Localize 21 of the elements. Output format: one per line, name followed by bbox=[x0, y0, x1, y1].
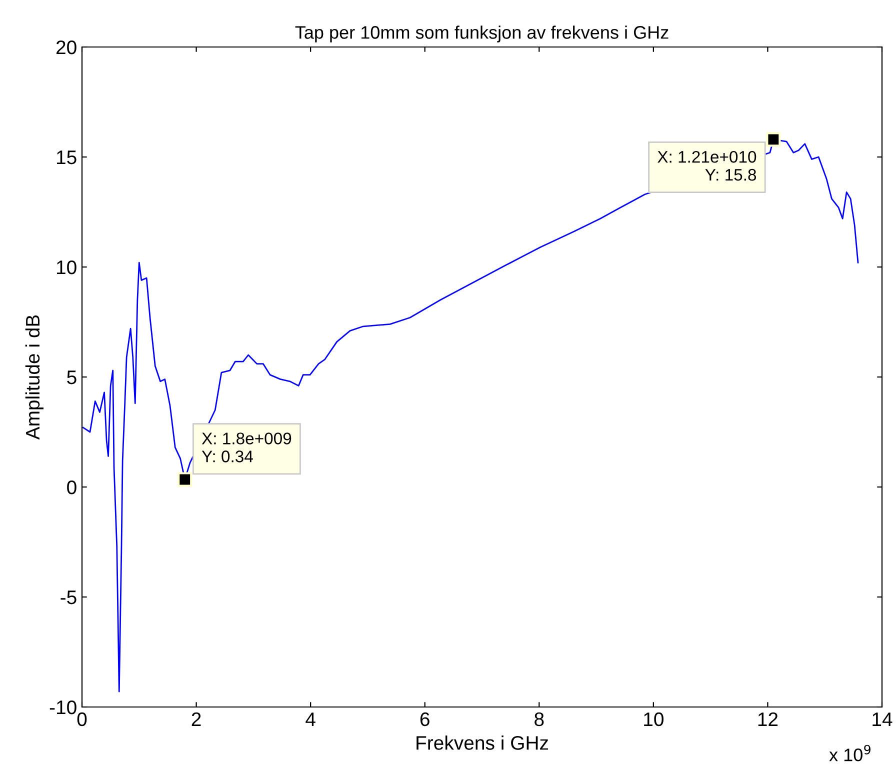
x-tick-label: 12 bbox=[758, 712, 778, 726]
x-tick-label: 8 bbox=[534, 712, 544, 726]
x-axis-title: Frekvens i GHz bbox=[416, 736, 548, 750]
y-tick-label: -5 bbox=[60, 590, 76, 604]
y-tick-label: -10 bbox=[50, 700, 76, 714]
annotation: X: 1.21e+010 Y: 15.8 bbox=[658, 150, 756, 181]
y-tick-label: 0 bbox=[67, 480, 76, 494]
y-tick-label: 15 bbox=[56, 150, 76, 164]
x-tick-label: 10 bbox=[644, 712, 664, 726]
annotation: X: 1.8e+009 Y: 0.34 bbox=[202, 432, 292, 462]
y-axis-title: Amplitude i dB bbox=[25, 315, 44, 440]
y-tick-label: 20 bbox=[56, 40, 76, 54]
y-tick-label: 10 bbox=[56, 260, 76, 274]
y-tick-label: 5 bbox=[67, 370, 76, 384]
x-tick-label: 2 bbox=[192, 712, 201, 726]
x-tick-label: 0 bbox=[77, 712, 87, 726]
text: x 10$^{9}$ bbox=[829, 744, 870, 762]
x-tick-label: 6 bbox=[420, 712, 430, 726]
x-tick-label: 14 bbox=[872, 712, 892, 726]
x-tick-label: 4 bbox=[306, 712, 316, 726]
chart-title: Tap per 10mm som funksjon av frekvens i GHz bbox=[295, 26, 668, 42]
